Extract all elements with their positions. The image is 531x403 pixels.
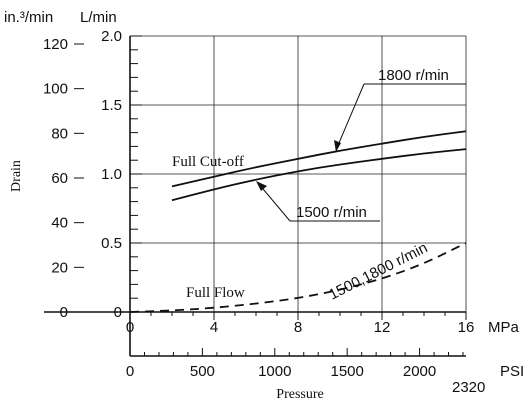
- tick-label-in3: 120: [43, 36, 68, 53]
- data-curves: [129, 130, 467, 313]
- tick-label-lmin: 0: [114, 304, 122, 321]
- tick-label-mpa: 4: [210, 319, 218, 336]
- tick-label-in3: 100: [43, 81, 68, 98]
- tick-label-lmin: 2.0: [101, 28, 122, 45]
- leader-1800-arrowhead: [334, 140, 341, 152]
- label-1800-rpm: 1800 r/min: [378, 67, 449, 84]
- leader-1800-pointer: [335, 83, 365, 151]
- tick-label-in3: 40: [51, 215, 68, 232]
- tick-label-mpa: 8: [294, 319, 302, 336]
- label-full-flow: Full Flow: [186, 285, 245, 301]
- leader-1500-arrowhead: [256, 181, 267, 191]
- tick-label-lmin: 1.5: [101, 97, 122, 114]
- tick-label-mpa: 0: [126, 319, 134, 336]
- figure-number: 2320: [452, 379, 485, 396]
- tick-label-mpa: 16: [458, 319, 475, 336]
- tick-label-psi: 0: [126, 363, 134, 380]
- series-line-2: [129, 242, 467, 313]
- tick-label-psi: 2000: [403, 363, 436, 380]
- unit-l-per-min: L/min: [80, 9, 117, 26]
- unit-in3-per-min: in.³/min: [4, 9, 53, 26]
- tick-label-psi: 1500: [330, 363, 363, 380]
- tick-label-in3: 60: [51, 170, 68, 187]
- unit-psi: PSI: [500, 363, 524, 380]
- tick-label-in3: 20: [51, 259, 68, 276]
- tick-label-psi: 500: [190, 363, 215, 380]
- series-line-0: [171, 130, 467, 188]
- label-full-cutoff: Full Cut-off: [172, 154, 244, 170]
- label-1500-rpm: 1500 r/min: [296, 204, 367, 221]
- y-axis-title: Drain: [9, 160, 24, 192]
- series-line-1: [171, 148, 467, 202]
- tick-label-mpa: 12: [374, 319, 391, 336]
- axes: [44, 36, 466, 357]
- tick-label-lmin: 0.5: [101, 235, 122, 252]
- unit-mpa: MPa: [488, 319, 520, 336]
- x-axis-title: Pressure: [276, 387, 323, 402]
- label-1500-1800-rpm: 1500,1800 r/min: [326, 239, 430, 303]
- leader-1500-pointer: [257, 182, 291, 222]
- tick-label-lmin: 1.0: [101, 166, 122, 183]
- tick-marks: [74, 35, 467, 356]
- tick-label-in3: 0: [60, 304, 68, 321]
- grid-lines: [130, 35, 467, 312]
- tick-label-psi: 1000: [258, 363, 291, 380]
- tick-label-in3: 80: [51, 125, 68, 142]
